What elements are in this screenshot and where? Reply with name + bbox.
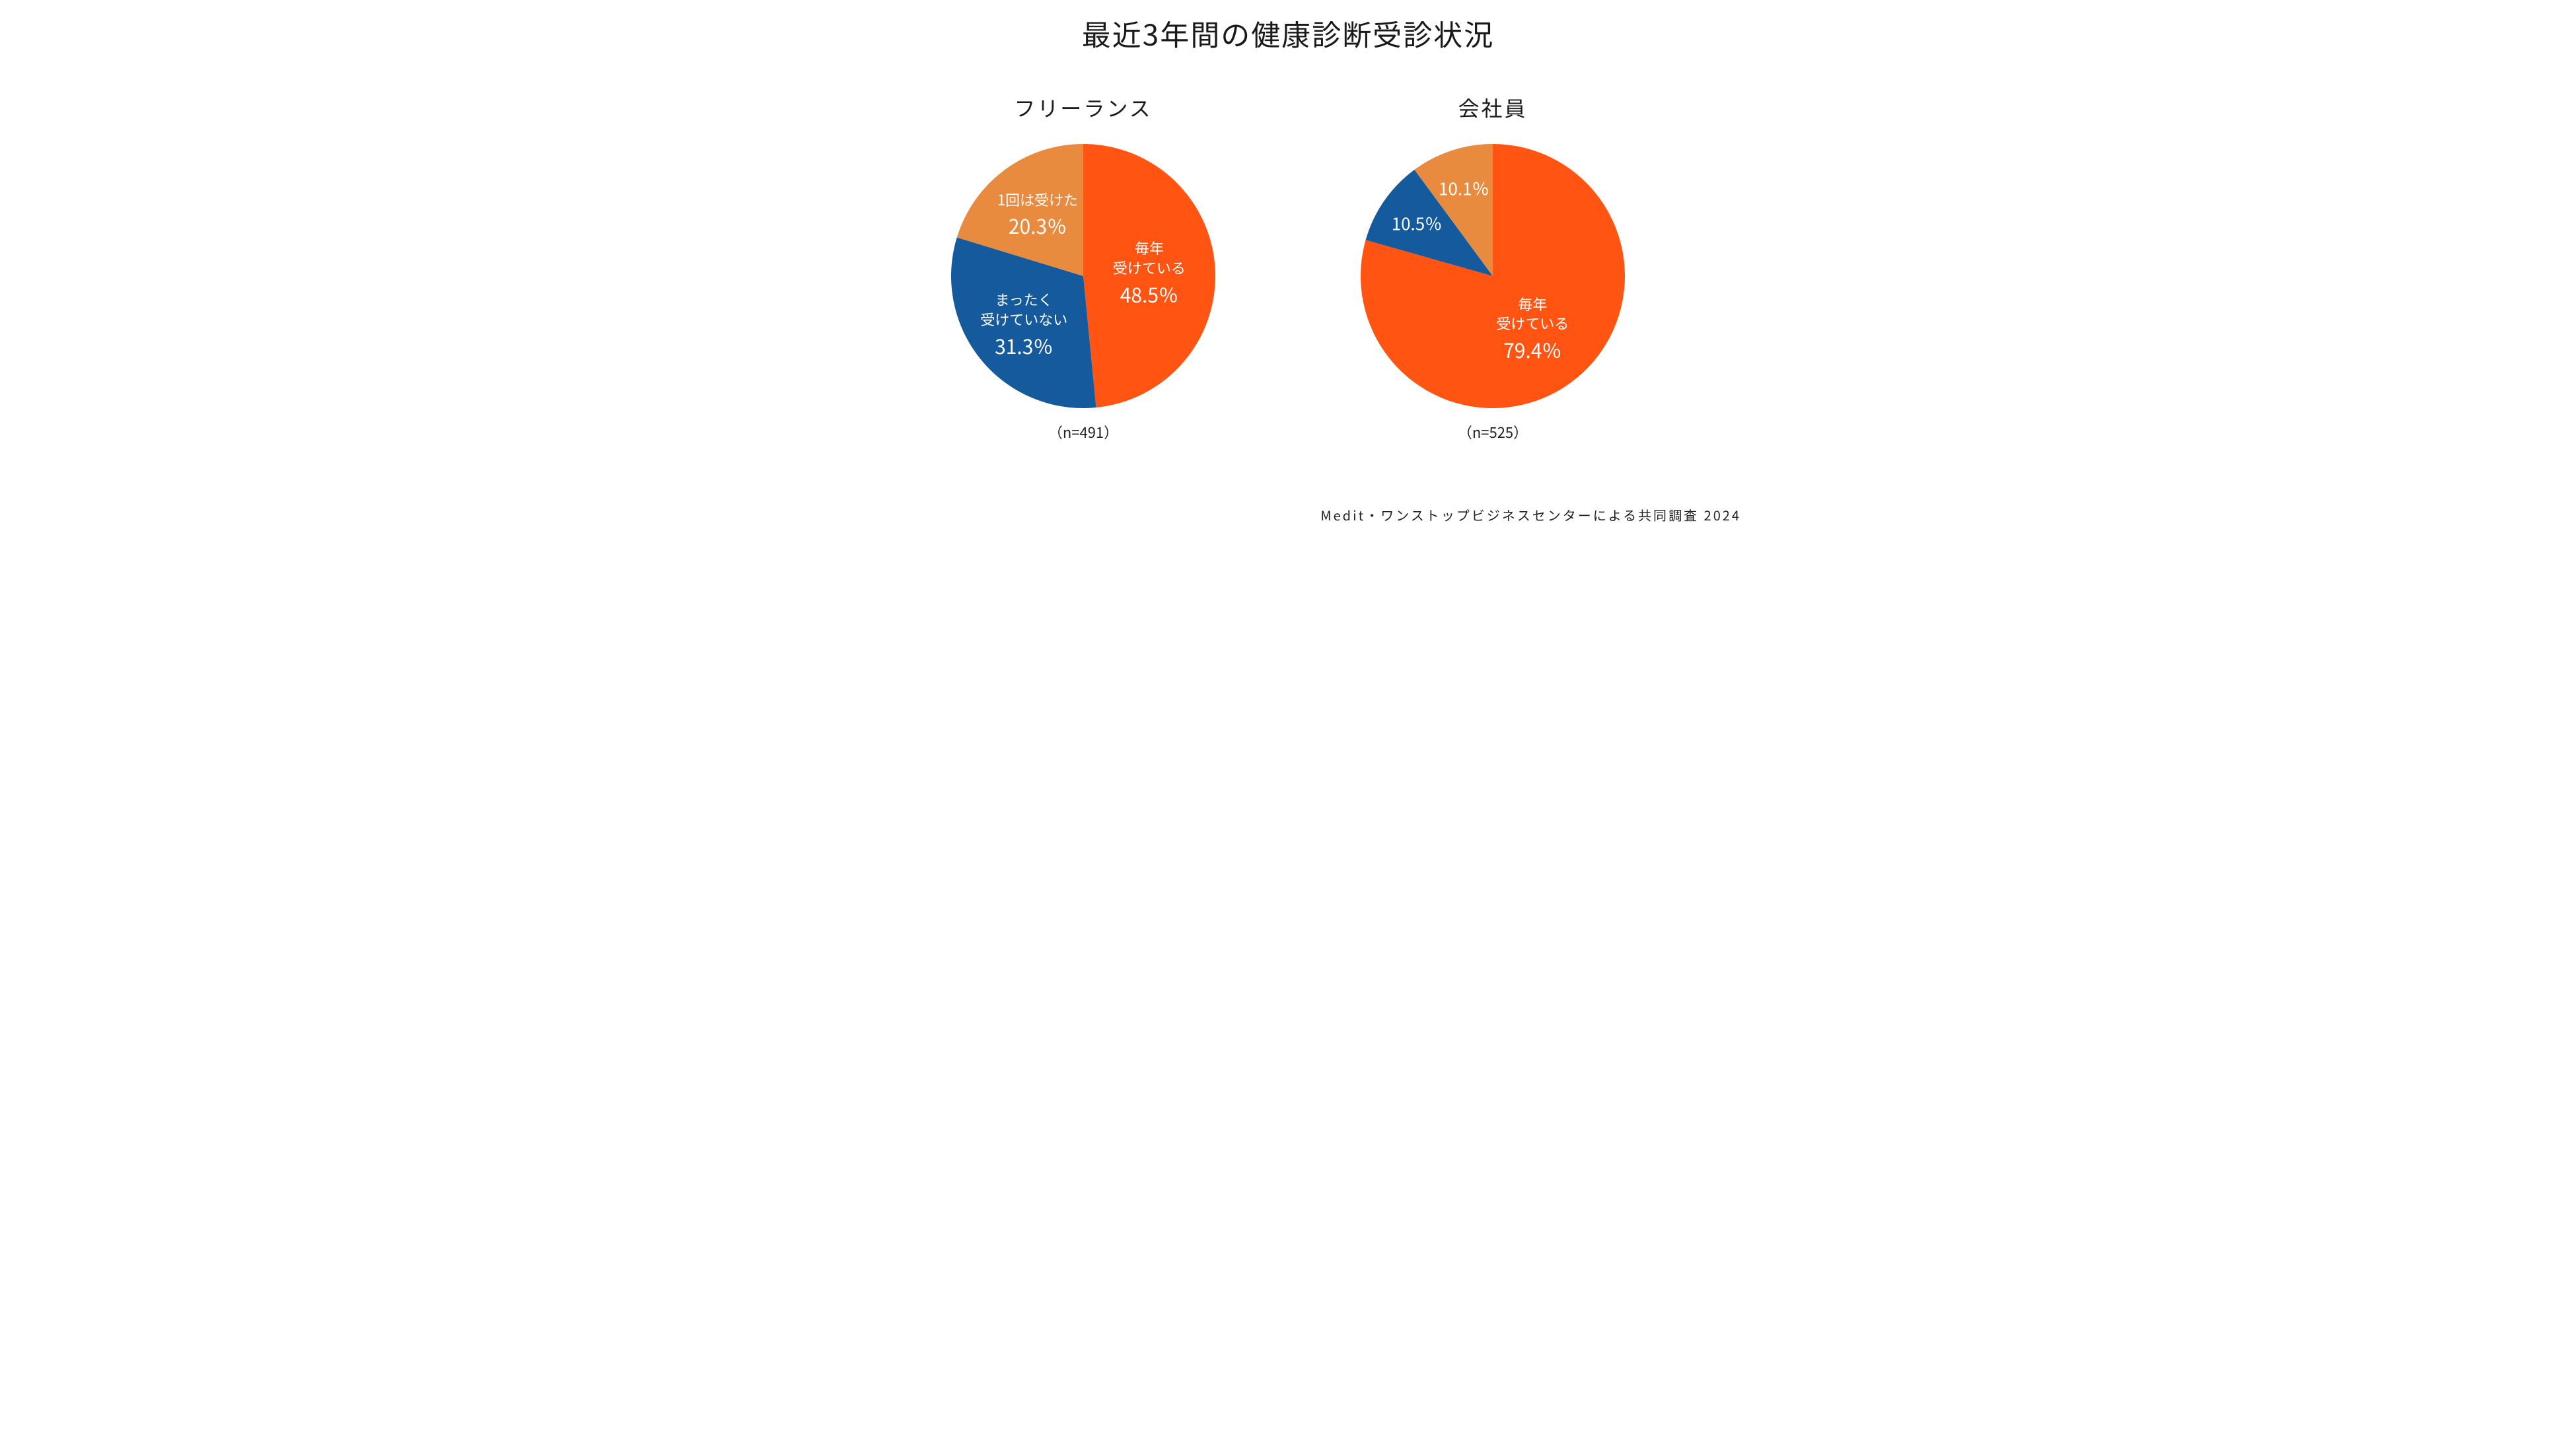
n-caption-employee: （n=525）	[1458, 421, 1528, 442]
pie-employee: 毎年受けている79.4％10.5％10.1％	[1361, 144, 1625, 408]
chart-freelance: フリーランス 毎年受けている48.5％まったく受けていない31.3％1回は受けた…	[951, 92, 1215, 442]
page-title: 最近3年間の健康診断受診状況	[806, 12, 1770, 54]
chart-employee-subtitle: 会社員	[1458, 92, 1527, 123]
pie-freelance: 毎年受けている48.5％まったく受けていない31.3％1回は受けた20.3％	[951, 144, 1215, 408]
charts-row: フリーランス 毎年受けている48.5％まったく受けていない31.3％1回は受けた…	[806, 92, 1770, 442]
pie-employee-svg	[1361, 144, 1625, 408]
pie-freelance-svg	[951, 144, 1215, 408]
attribution-text: Medit・ワンストップビジネスセンターによる共同調査 2024	[1320, 505, 1741, 524]
n-caption-freelance: （n=491）	[1048, 421, 1118, 442]
chart-page: 最近3年間の健康診断受診状況 フリーランス 毎年受けている48.5％まったく受け…	[806, 0, 1770, 542]
chart-freelance-subtitle: フリーランス	[1014, 92, 1152, 123]
pie-slice-every_year	[1083, 144, 1215, 407]
chart-employee: 会社員 毎年受けている79.4％10.5％10.1％ （n=525）	[1361, 92, 1625, 442]
